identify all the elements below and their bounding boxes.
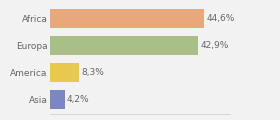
Bar (50, 90, 65, 109)
Text: 44,6%: 44,6% (206, 14, 235, 23)
Bar (50, 36, 198, 55)
Text: 42,9%: 42,9% (200, 41, 229, 50)
Bar (50, 63, 79, 82)
Bar (50, 9, 204, 28)
Text: 8,3%: 8,3% (81, 68, 104, 77)
Text: 4,2%: 4,2% (67, 95, 90, 104)
